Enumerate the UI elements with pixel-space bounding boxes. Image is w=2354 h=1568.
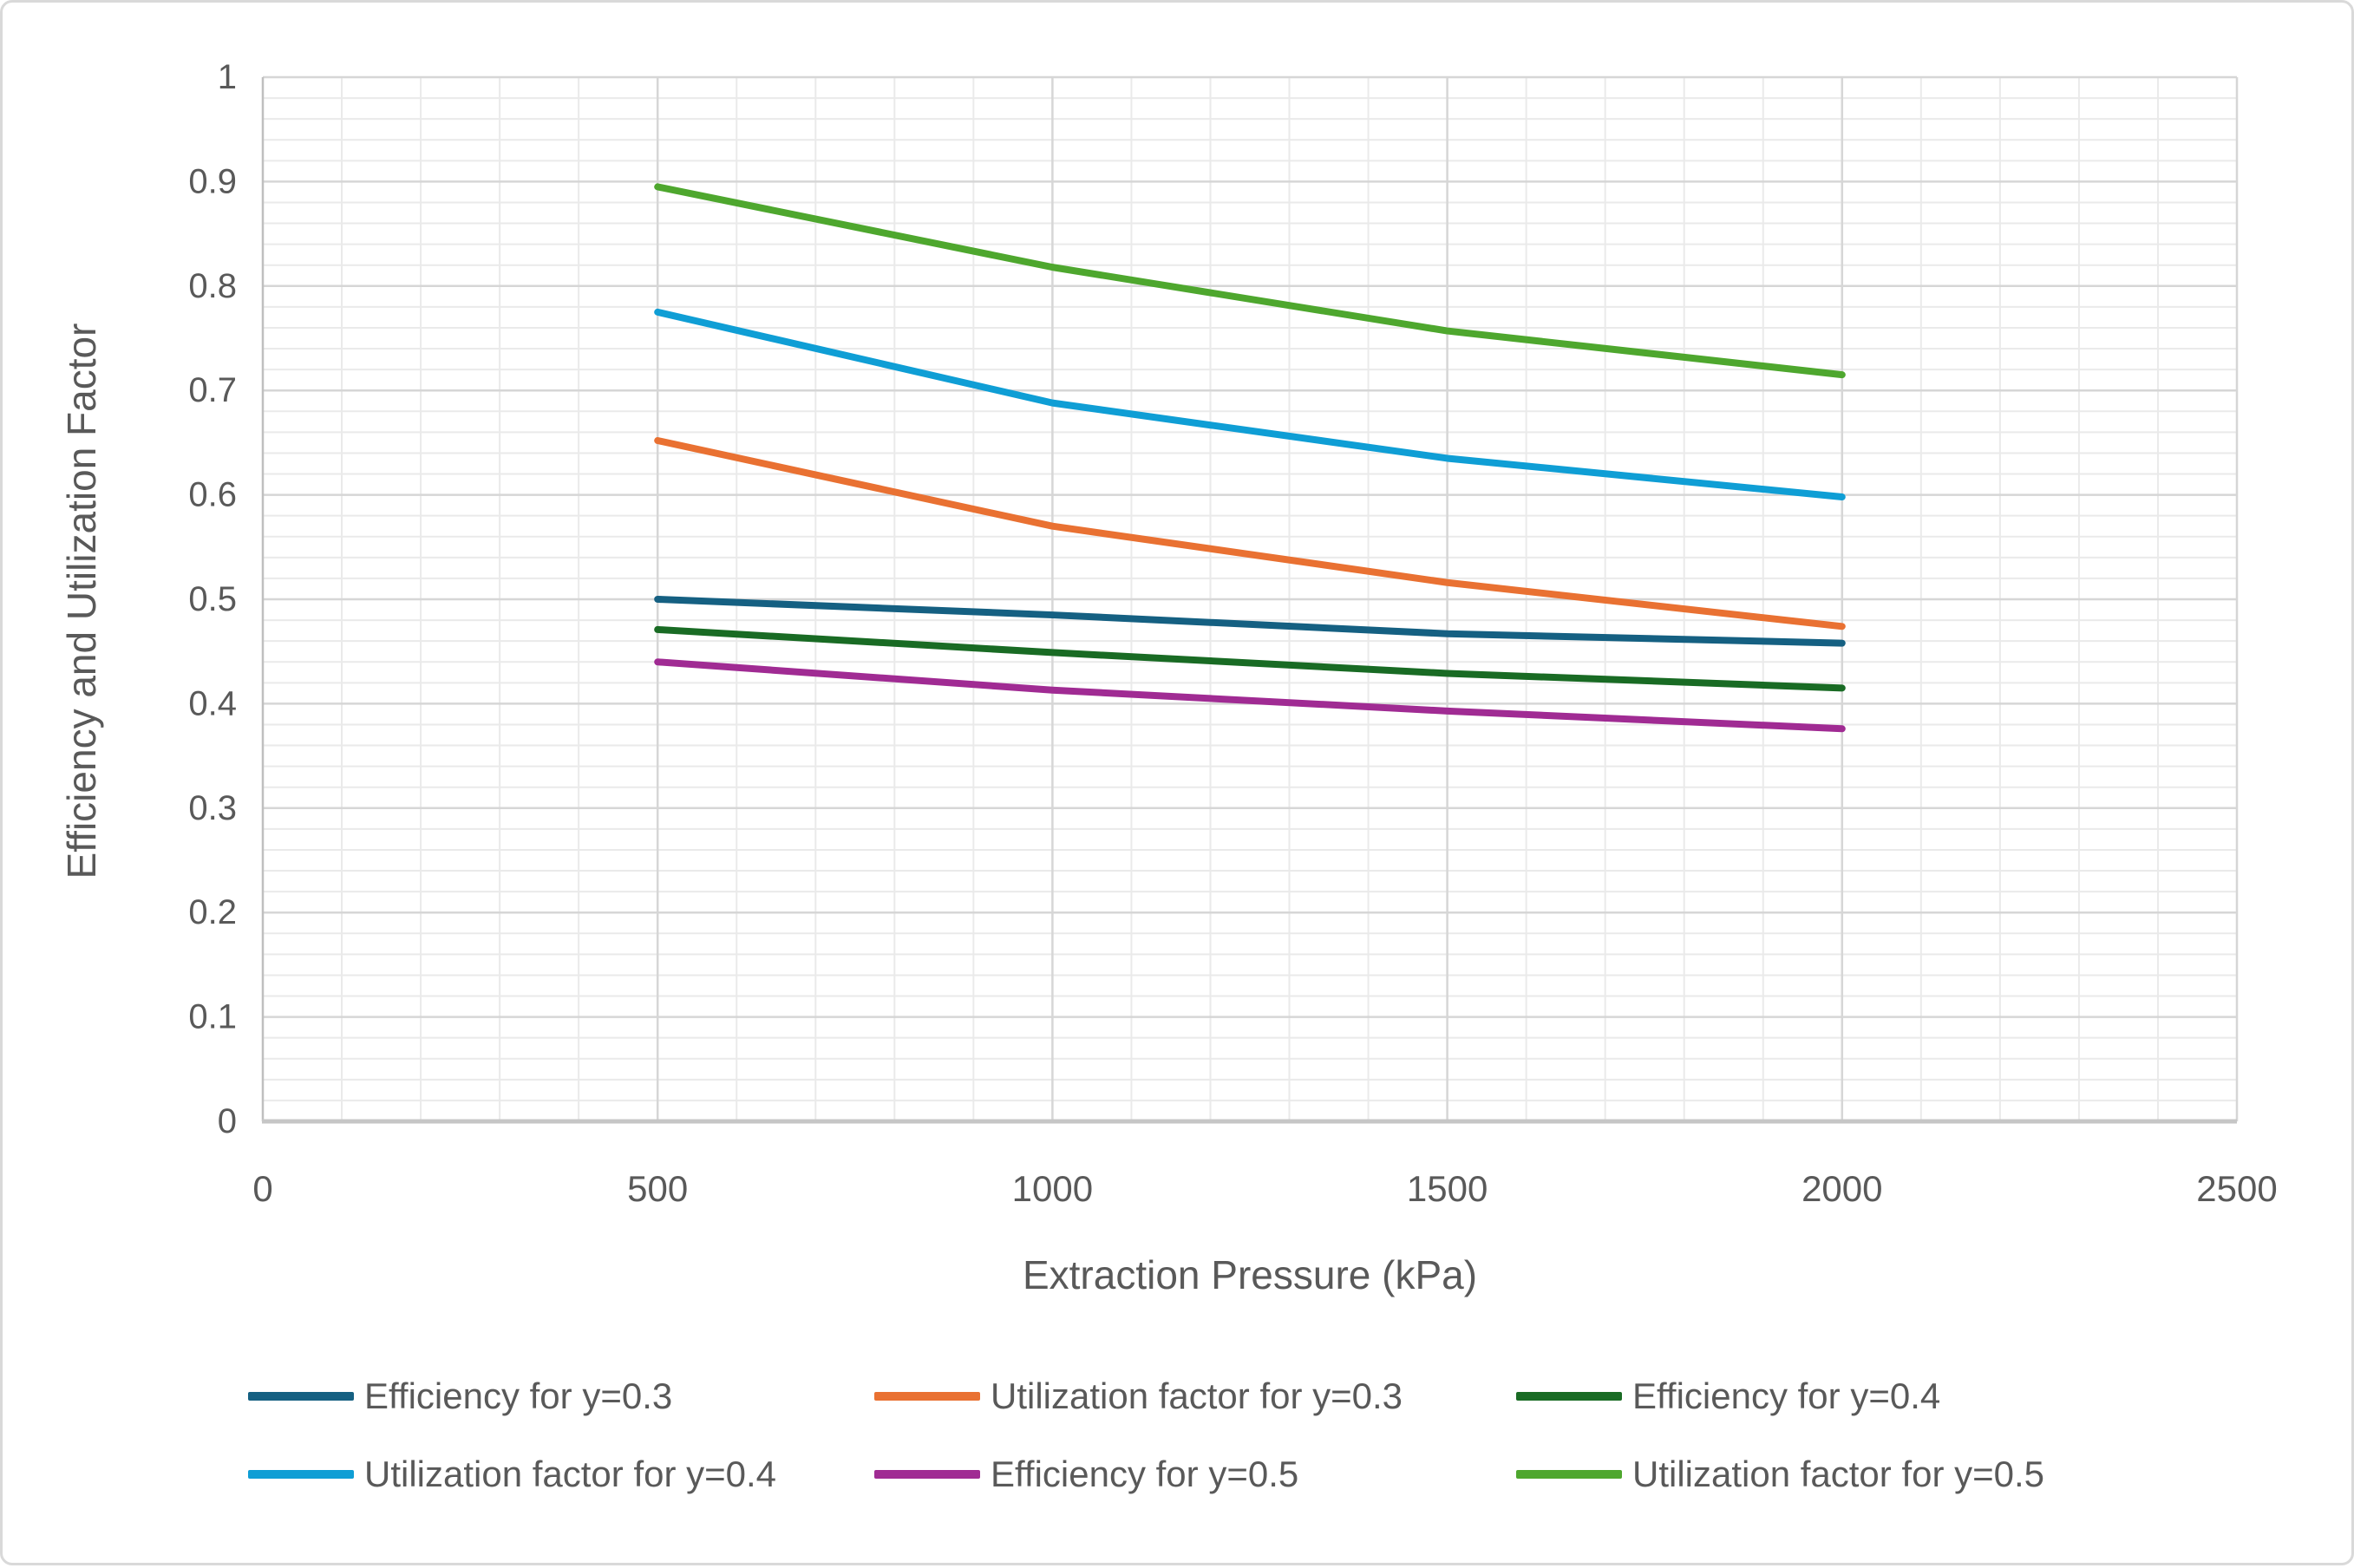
series-line-efficiency-for-y-0.3 (654, 596, 1846, 647)
series-line-utilization-factor-for-y-0.5 (654, 183, 1846, 379)
legend-item-utilization-factor-for-y-0.4: Utilization factor for y=0.4 (248, 1454, 776, 1495)
y-tick-label: 0.5 (188, 580, 237, 618)
y-tick-label: 0.4 (188, 684, 237, 722)
x-tick-label: 1000 (1012, 1168, 1093, 1209)
series-line-utilization-factor-for-y-0.4 (654, 308, 1846, 501)
x-tick-label: 0 (252, 1168, 272, 1209)
legend-label: Efficiency for y=0.4 (1632, 1375, 1941, 1416)
x-tick-label: 1500 (1407, 1168, 1488, 1209)
legend-item-efficiency-for-y-0.3: Efficiency for y=0.3 (248, 1375, 672, 1417)
legend-swatch (874, 1392, 980, 1401)
y-tick-label: 0.3 (188, 789, 237, 827)
plot-area: 0 0.1 0.2 0.3 0.4 0.5 0.6 0.7 0.8 0.9 1 0 500 1000 150… (188, 58, 2277, 1209)
y-tick-label: 0.2 (188, 893, 237, 931)
series-line-utilization-factor-for-y-0.3 (654, 436, 1846, 630)
y-tick-label: 0.6 (188, 476, 237, 514)
y-tick-label: 0.7 (188, 371, 237, 409)
legend-swatch (248, 1392, 354, 1401)
x-tick-label: 2000 (1801, 1168, 1882, 1209)
x-axis-title: Extraction Pressure (kPa) (1022, 1252, 1478, 1297)
legend-swatch (874, 1470, 980, 1479)
series-line-efficiency-for-y-0.5 (654, 658, 1846, 733)
legend-item-efficiency-for-y-0.4: Efficiency for y=0.4 (1516, 1375, 1940, 1417)
y-tick-label: 1 (218, 58, 237, 96)
legend-item-efficiency-for-y-0.5: Efficiency for y=0.5 (874, 1454, 1298, 1495)
y-tick-label: 0.9 (188, 162, 237, 200)
legend-label: Utilization factor for y=0.5 (1632, 1454, 2045, 1494)
legend-label: Efficiency for y=0.5 (991, 1454, 1299, 1494)
legend-swatch (1516, 1470, 1622, 1479)
legend-label: Efficiency for y=0.3 (364, 1375, 673, 1416)
legend-swatch (248, 1470, 354, 1479)
legend-swatch (1516, 1392, 1622, 1401)
y-tick-label: 0 (218, 1102, 237, 1140)
x-tick-label: 2500 (2196, 1168, 2277, 1209)
legend-item-utilization-factor-for-y-0.3: Utilization factor for y=0.3 (874, 1375, 1403, 1417)
y-tick-label: 0.8 (188, 267, 237, 305)
x-tick-label: 500 (627, 1168, 688, 1209)
legend-label: Utilization factor for y=0.4 (364, 1454, 777, 1494)
legend-item-utilization-factor-for-y-0.5: Utilization factor for y=0.5 (1516, 1454, 2044, 1495)
legend-label: Utilization factor for y=0.3 (991, 1375, 1403, 1416)
series-line-efficiency-for-y-0.4 (654, 625, 1846, 692)
y-tick-label: 0.1 (188, 998, 237, 1036)
y-axis-title: Efficiency and Utilization Factor (59, 323, 104, 879)
